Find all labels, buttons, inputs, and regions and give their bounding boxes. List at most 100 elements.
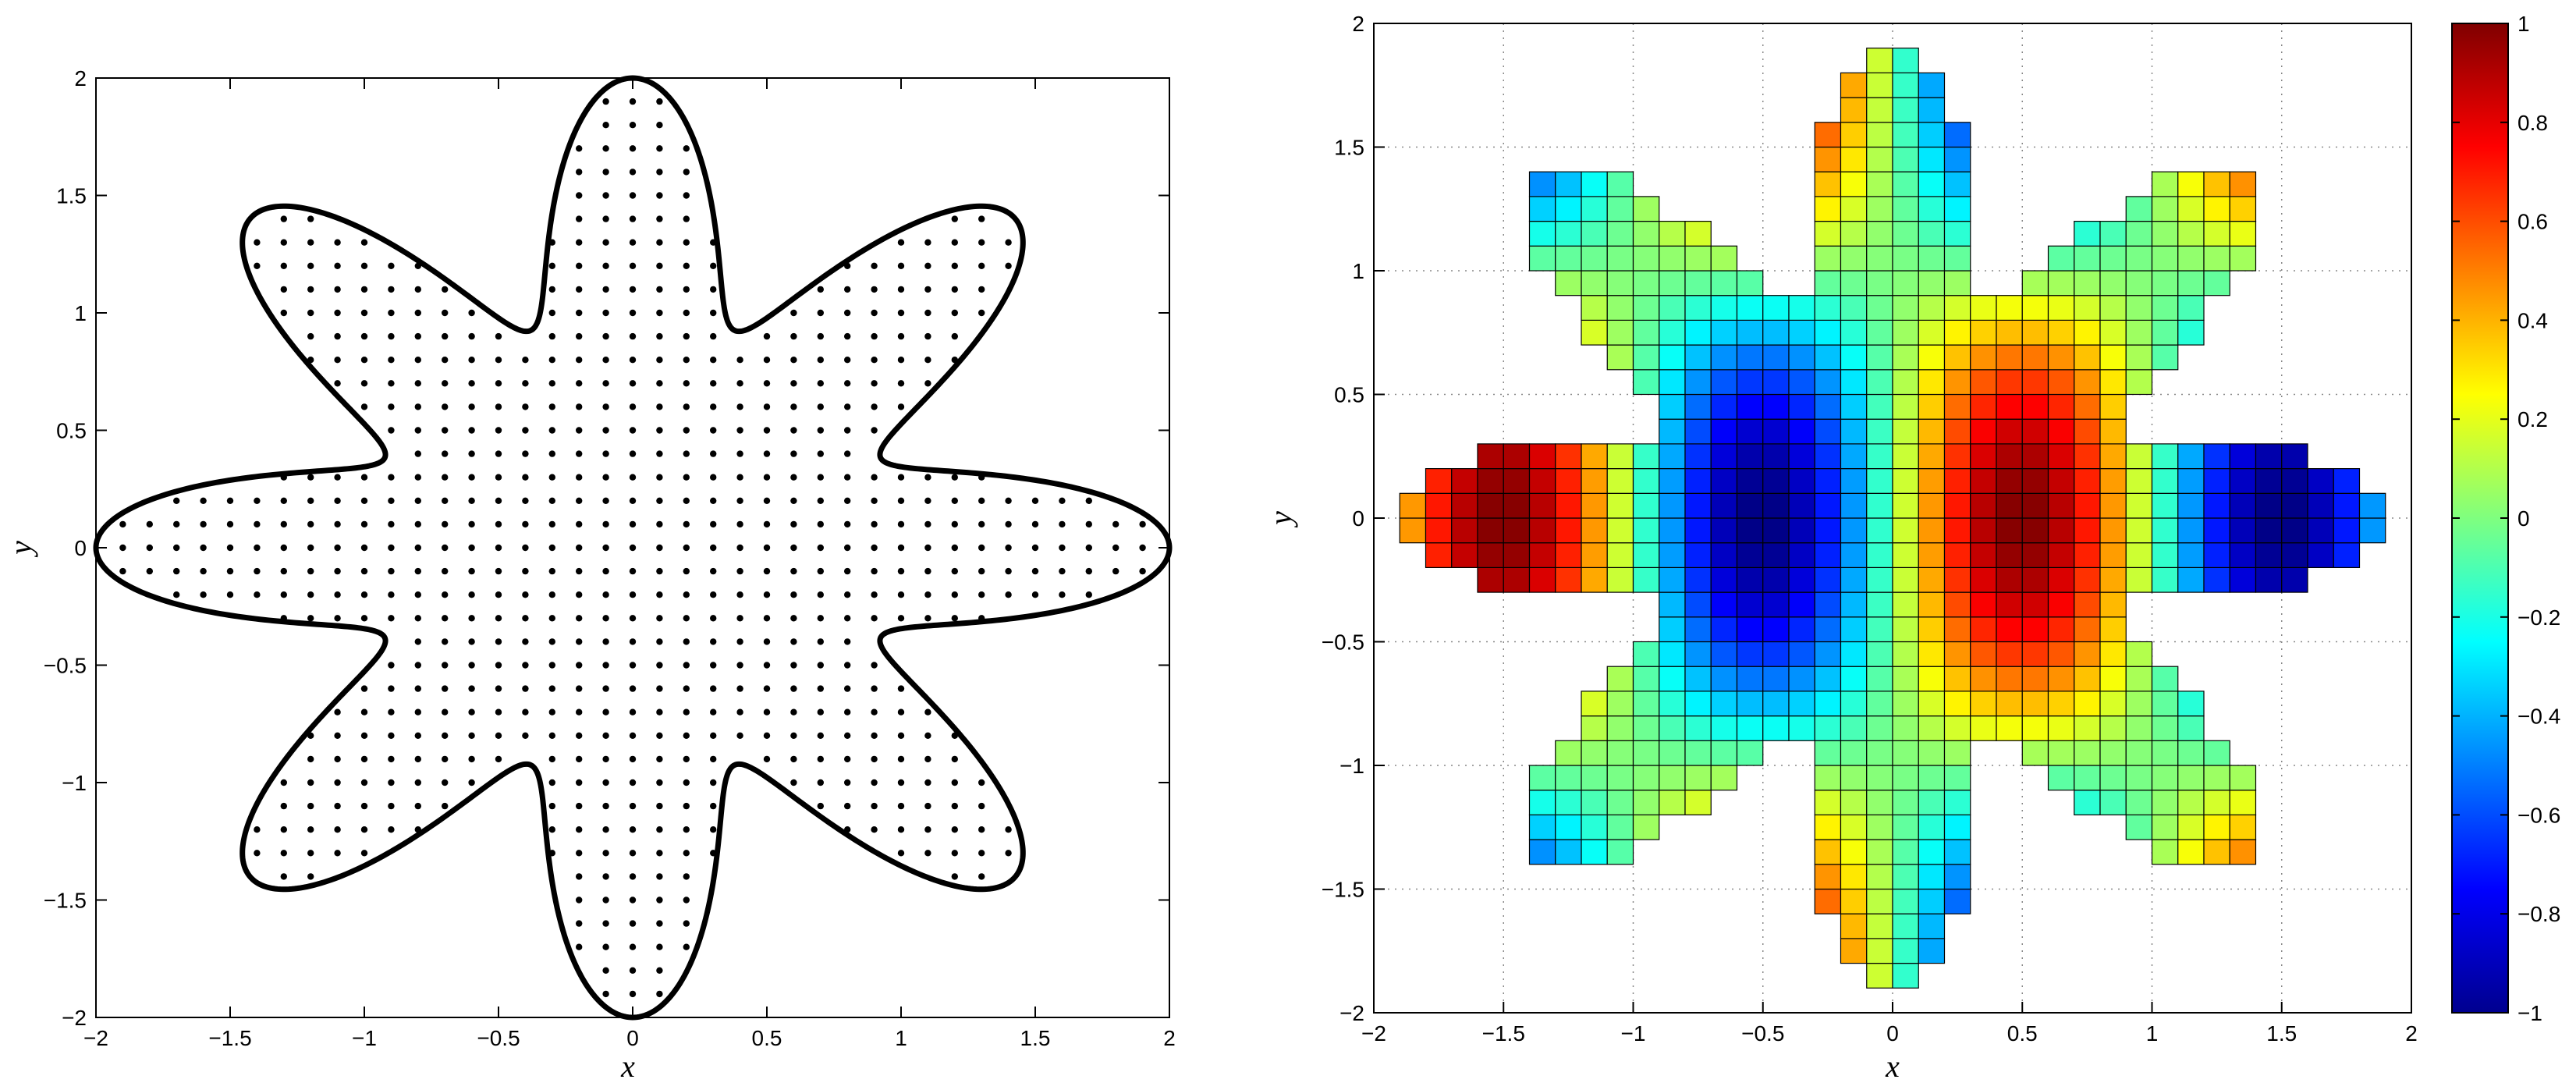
scatter-point: [629, 309, 637, 317]
scatter-point: [360, 239, 368, 246]
heatmap-cell: [1632, 715, 1660, 741]
heatmap-cell: [1736, 393, 1764, 420]
heatmap-cell: [1555, 839, 1582, 865]
heatmap-cell: [2099, 443, 2127, 470]
scatter-point: [897, 591, 905, 598]
heatmap-cell: [2151, 666, 2179, 692]
heatmap-cell: [1736, 467, 1764, 494]
scatter-point: [602, 967, 609, 975]
heatmap-cell: [1814, 616, 1842, 643]
heatmap-cell: [1762, 616, 1790, 643]
scatter-point: [844, 685, 851, 692]
heatmap-cell: [1866, 938, 1893, 964]
heatmap-cell: [1918, 443, 1946, 470]
heatmap-cell: [2099, 319, 2127, 346]
heatmap-cell: [2229, 517, 2257, 544]
scatter-point: [763, 591, 771, 598]
heatmap-cell: [1892, 517, 1919, 544]
heatmap-cell: [2203, 492, 2230, 519]
heatmap-cell: [1918, 765, 1946, 791]
scatter-point: [871, 497, 878, 504]
scatter-point: [656, 896, 663, 904]
scatter-point: [736, 403, 743, 410]
heatmap-cell: [2021, 492, 2049, 519]
scatter-point: [683, 497, 690, 504]
scatter-point: [334, 802, 341, 810]
scatter-point: [468, 685, 475, 692]
heatmap-cell: [2177, 517, 2205, 544]
heatmap-cell: [1762, 344, 1790, 371]
heatmap-cell: [1581, 295, 1608, 321]
scatter-point: [629, 967, 637, 975]
scatter-point: [442, 357, 449, 364]
x-tick-label: 0: [626, 1026, 639, 1050]
heatmap-cell: [2177, 740, 2205, 766]
scatter-point: [576, 638, 583, 645]
heatmap-cell: [1659, 418, 1686, 445]
scatter-point: [226, 567, 234, 575]
scatter-point: [388, 332, 395, 340]
heatmap-cell: [1840, 517, 1868, 544]
heatmap-cell: [1918, 369, 1946, 396]
scatter-point: [951, 332, 959, 340]
scatter-point: [254, 850, 261, 857]
scatter-point: [710, 357, 717, 364]
heatmap-cell: [1970, 369, 1997, 396]
scatter-point: [334, 591, 341, 598]
scatter-point: [978, 567, 985, 575]
scatter-point: [629, 990, 637, 998]
heatmap-cell: [2074, 393, 2101, 420]
heatmap-cell: [1866, 393, 1893, 420]
x-tick-label: 1: [895, 1026, 907, 1050]
heatmap-cell: [1581, 443, 1608, 470]
scatter-point: [629, 826, 637, 833]
heatmap-cell: [2203, 566, 2230, 593]
heatmap-cell: [1632, 666, 1660, 692]
scatter-point: [602, 685, 609, 692]
heatmap-cell: [1840, 765, 1868, 791]
scatter-point: [924, 615, 931, 622]
scatter-point: [897, 802, 905, 810]
heatmap-cell: [2074, 443, 2101, 470]
scatter-point: [844, 732, 851, 739]
heatmap-cell: [2047, 369, 2075, 396]
heatmap-cell: [2074, 666, 2101, 692]
scatter-point: [710, 802, 717, 810]
scatter-point: [119, 520, 126, 528]
heatmap-cell: [1918, 938, 1946, 964]
heatmap-cell: [1606, 344, 1634, 371]
heatmap-cell: [1477, 467, 1504, 494]
scatter-point: [548, 474, 555, 481]
heatmap-cell: [1840, 691, 1868, 717]
heatmap-cell: [1503, 443, 1531, 470]
heatmap-cell: [1892, 962, 1919, 989]
heatmap-cell: [1892, 467, 1919, 494]
scatter-point: [656, 779, 663, 786]
heatmap-cell: [1918, 641, 1946, 667]
scatter-point: [817, 497, 825, 504]
heatmap-cell: [1555, 542, 1582, 569]
heatmap-cell: [1866, 48, 1893, 74]
heatmap-cell: [1528, 443, 1556, 470]
scatter-point: [817, 732, 825, 739]
scatter-point: [388, 685, 395, 692]
heatmap-cell: [2047, 740, 2075, 766]
scatter-point: [522, 474, 529, 481]
heatmap-cell: [1581, 566, 1608, 593]
heatmap-cell: [1814, 566, 1842, 593]
heatmap-cell: [1996, 691, 2023, 717]
heatmap-cell: [1996, 295, 2023, 321]
heatmap-cell: [2151, 492, 2179, 519]
heatmap-cell: [1606, 839, 1634, 865]
heatmap-cell: [1943, 740, 1971, 766]
colorbar-ticks: 1 0.8 0.6 0.4 0.2 0 −0.2 −0.4 −0.6 −0.8 −1: [2452, 12, 2560, 1025]
heatmap-cell: [2255, 566, 2283, 593]
heatmap-cell: [1736, 443, 1764, 470]
heatmap-cell: [2074, 691, 2101, 717]
scatter-point: [710, 262, 717, 269]
scatter-point: [683, 850, 690, 857]
scatter-point: [548, 544, 555, 552]
scatter-point: [388, 497, 395, 504]
scatter-point: [844, 615, 851, 622]
heatmap-cell: [1840, 270, 1868, 296]
